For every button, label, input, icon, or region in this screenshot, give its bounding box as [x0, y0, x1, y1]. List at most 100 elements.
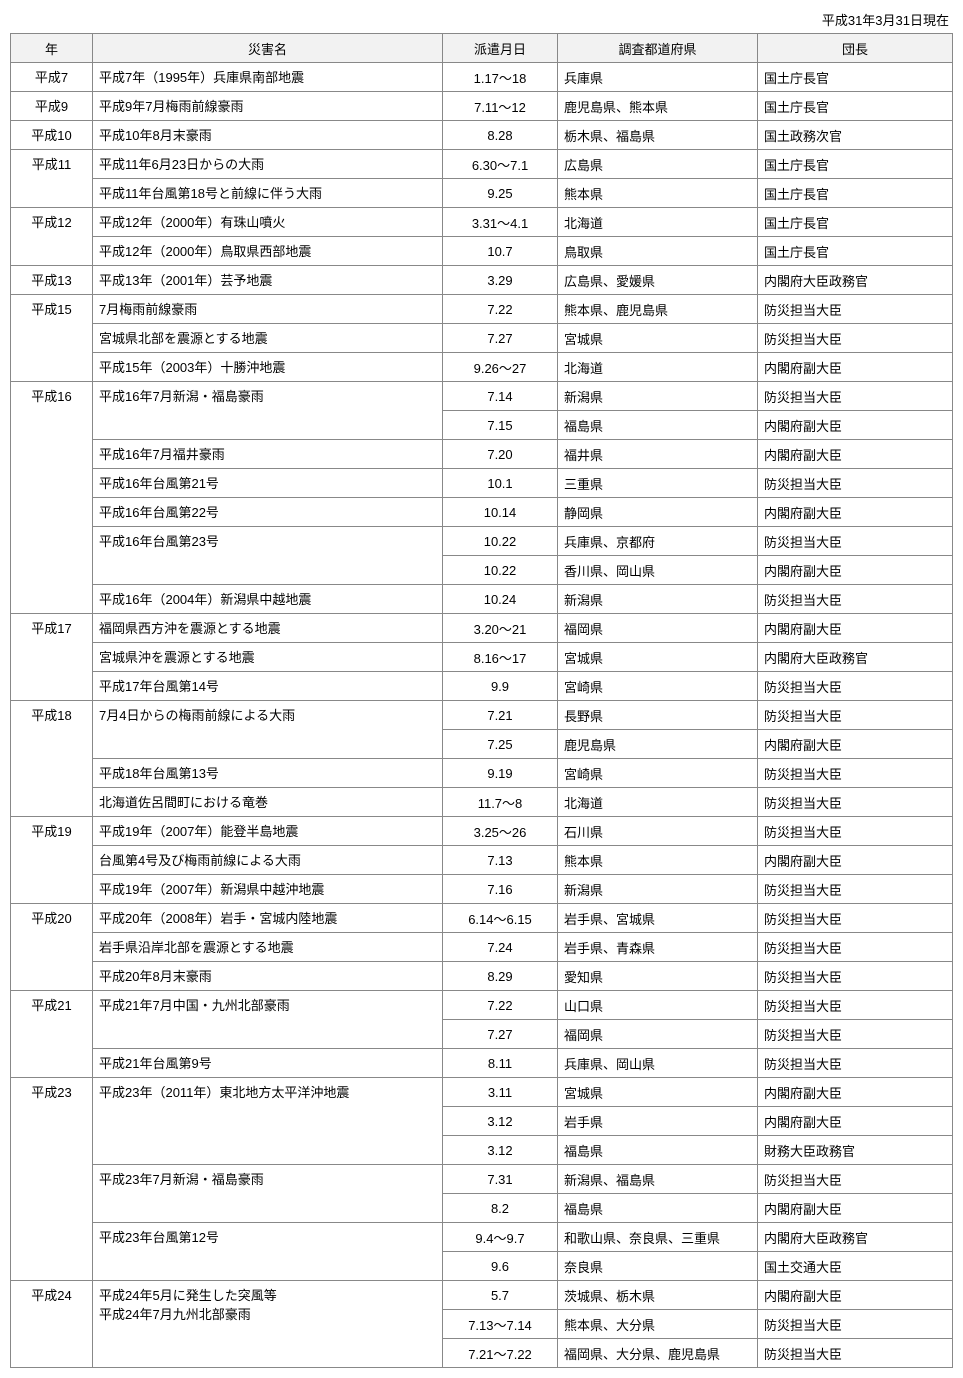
table-row: 平成23年7月新潟・福島豪雨7.31新潟県、福島県防災担当大臣	[11, 1165, 953, 1194]
cell-dispatch-date: 10.1	[443, 469, 558, 498]
cell-prefecture: 兵庫県	[558, 63, 758, 92]
cell-dispatch-date: 7.22	[443, 991, 558, 1020]
cell-dispatch-date: 10.22	[443, 556, 558, 585]
cell-chief: 内閣府大臣政務官	[758, 643, 953, 672]
table-row: 平成16平成16年7月新潟・福島豪雨7.14新潟県防災担当大臣	[11, 382, 953, 411]
table-row: 平成17福岡県西方沖を震源とする地震3.20～21福岡県内閣府副大臣	[11, 614, 953, 643]
cell-prefecture: 愛知県	[558, 962, 758, 991]
cell-dispatch-date: 7.16	[443, 875, 558, 904]
cell-prefecture: 長野県	[558, 701, 758, 730]
cell-chief: 国土庁長官	[758, 179, 953, 208]
table-row: 平成10平成10年8月末豪雨8.28栃木県、福島県国土政務次官	[11, 121, 953, 150]
cell-dispatch-date: 3.31～4.1	[443, 208, 558, 237]
cell-disaster-name: 7月梅雨前線豪雨	[93, 295, 443, 324]
table-row: 宮城県北部を震源とする地震7.27宮城県防災担当大臣	[11, 324, 953, 353]
cell-year: 平成12	[11, 208, 93, 266]
cell-prefecture: 宮城県	[558, 1078, 758, 1107]
table-row: 平成12平成12年（2000年）有珠山噴火3.31～4.1北海道国土庁長官	[11, 208, 953, 237]
cell-year: 平成19	[11, 817, 93, 904]
cell-prefecture: 福岡県	[558, 1020, 758, 1049]
cell-dispatch-date: 7.13	[443, 846, 558, 875]
cell-prefecture: 三重県	[558, 469, 758, 498]
cell-dispatch-date: 8.11	[443, 1049, 558, 1078]
cell-dispatch-date: 10.7	[443, 237, 558, 266]
cell-dispatch-date: 9.9	[443, 672, 558, 701]
cell-chief: 国土庁長官	[758, 92, 953, 121]
cell-prefecture: 新潟県	[558, 875, 758, 904]
cell-disaster-name: 台風第4号及び梅雨前線による大雨	[93, 846, 443, 875]
cell-year: 平成16	[11, 382, 93, 614]
cell-year: 平成24	[11, 1281, 93, 1368]
cell-prefecture: 静岡県	[558, 498, 758, 527]
cell-year: 平成13	[11, 266, 93, 295]
cell-chief: 内閣府副大臣	[758, 1194, 953, 1223]
cell-prefecture: 宮崎県	[558, 672, 758, 701]
cell-prefecture: 宮城県	[558, 324, 758, 353]
cell-prefecture: 広島県	[558, 150, 758, 179]
cell-disaster-name: 平成7年（1995年）兵庫県南部地震	[93, 63, 443, 92]
cell-chief: 国土庁長官	[758, 150, 953, 179]
cell-prefecture: 兵庫県、岡山県	[558, 1049, 758, 1078]
cell-chief: 防災担当大臣	[758, 1310, 953, 1339]
table-row: 平成15年（2003年）十勝沖地震9.26～27北海道内閣府副大臣	[11, 353, 953, 382]
cell-dispatch-date: 8.16～17	[443, 643, 558, 672]
cell-dispatch-date: 6.30～7.1	[443, 150, 558, 179]
cell-disaster-name: 平成10年8月末豪雨	[93, 121, 443, 150]
table-row: 宮城県沖を震源とする地震8.16～17宮城県内閣府大臣政務官	[11, 643, 953, 672]
cell-disaster-name: 平成11年台風第18号と前線に伴う大雨	[93, 179, 443, 208]
as-of-date: 平成31年3月31日現在	[10, 10, 953, 29]
cell-prefecture: 和歌山県、奈良県、三重県	[558, 1223, 758, 1252]
cell-dispatch-date: 7.27	[443, 1020, 558, 1049]
cell-year: 平成11	[11, 150, 93, 208]
cell-disaster-name: 平成19年（2007年）新潟県中越沖地震	[93, 875, 443, 904]
cell-disaster-name: 平成19年（2007年）能登半島地震	[93, 817, 443, 846]
table-row: 平成187月4日からの梅雨前線による大雨7.21長野県防災担当大臣	[11, 701, 953, 730]
cell-dispatch-date: 9.26～27	[443, 353, 558, 382]
cell-prefecture: 熊本県、鹿児島県	[558, 295, 758, 324]
cell-prefecture: 福井県	[558, 440, 758, 469]
table-row: 平成16年台風第22号10.14静岡県内閣府副大臣	[11, 498, 953, 527]
cell-chief: 防災担当大臣	[758, 527, 953, 556]
table-row: 台風第4号及び梅雨前線による大雨7.13熊本県内閣府副大臣	[11, 846, 953, 875]
cell-prefecture: 山口県	[558, 991, 758, 1020]
cell-chief: 防災担当大臣	[758, 991, 953, 1020]
table-row: 平成23年台風第12号9.4～9.7和歌山県、奈良県、三重県内閣府大臣政務官	[11, 1223, 953, 1252]
cell-prefecture: 福島県	[558, 411, 758, 440]
cell-prefecture: 宮城県	[558, 643, 758, 672]
cell-disaster-name: 平成23年台風第12号	[93, 1223, 443, 1281]
cell-prefecture: 鹿児島県、熊本県	[558, 92, 758, 121]
cell-dispatch-date: 8.28	[443, 121, 558, 150]
cell-dispatch-date: 5.7	[443, 1281, 558, 1310]
cell-prefecture: 広島県、愛媛県	[558, 266, 758, 295]
cell-prefecture: 北海道	[558, 788, 758, 817]
cell-prefecture: 熊本県	[558, 179, 758, 208]
table-row: 平成16年台風第21号10.1三重県防災担当大臣	[11, 469, 953, 498]
cell-disaster-name: 平成16年7月福井豪雨	[93, 440, 443, 469]
cell-dispatch-date: 9.6	[443, 1252, 558, 1281]
cell-dispatch-date: 10.14	[443, 498, 558, 527]
cell-chief: 防災担当大臣	[758, 672, 953, 701]
cell-prefecture: 新潟県、福島県	[558, 1165, 758, 1194]
cell-chief: 防災担当大臣	[758, 469, 953, 498]
cell-dispatch-date: 7.21	[443, 701, 558, 730]
cell-disaster-name: 平成15年（2003年）十勝沖地震	[93, 353, 443, 382]
cell-prefecture: 新潟県	[558, 382, 758, 411]
cell-dispatch-date: 3.12	[443, 1136, 558, 1165]
cell-disaster-name: 平成21年台風第9号	[93, 1049, 443, 1078]
cell-year: 平成9	[11, 92, 93, 121]
cell-dispatch-date: 7.24	[443, 933, 558, 962]
table-row: 平成23平成23年（2011年）東北地方太平洋沖地震3.11宮城県内閣府副大臣	[11, 1078, 953, 1107]
cell-chief: 防災担当大臣	[758, 1339, 953, 1368]
cell-dispatch-date: 7.27	[443, 324, 558, 353]
cell-prefecture: 熊本県、大分県	[558, 1310, 758, 1339]
cell-dispatch-date: 1.17～18	[443, 63, 558, 92]
cell-dispatch-date: 10.22	[443, 527, 558, 556]
cell-chief: 防災担当大臣	[758, 585, 953, 614]
cell-prefecture: 鳥取県	[558, 237, 758, 266]
cell-disaster-name: 平成16年（2004年）新潟県中越地震	[93, 585, 443, 614]
cell-year: 平成23	[11, 1078, 93, 1281]
cell-disaster-name: 岩手県沿岸北部を震源とする地震	[93, 933, 443, 962]
cell-disaster-name: 平成9年7月梅雨前線豪雨	[93, 92, 443, 121]
cell-dispatch-date: 7.11～12	[443, 92, 558, 121]
cell-prefecture: 鹿児島県	[558, 730, 758, 759]
